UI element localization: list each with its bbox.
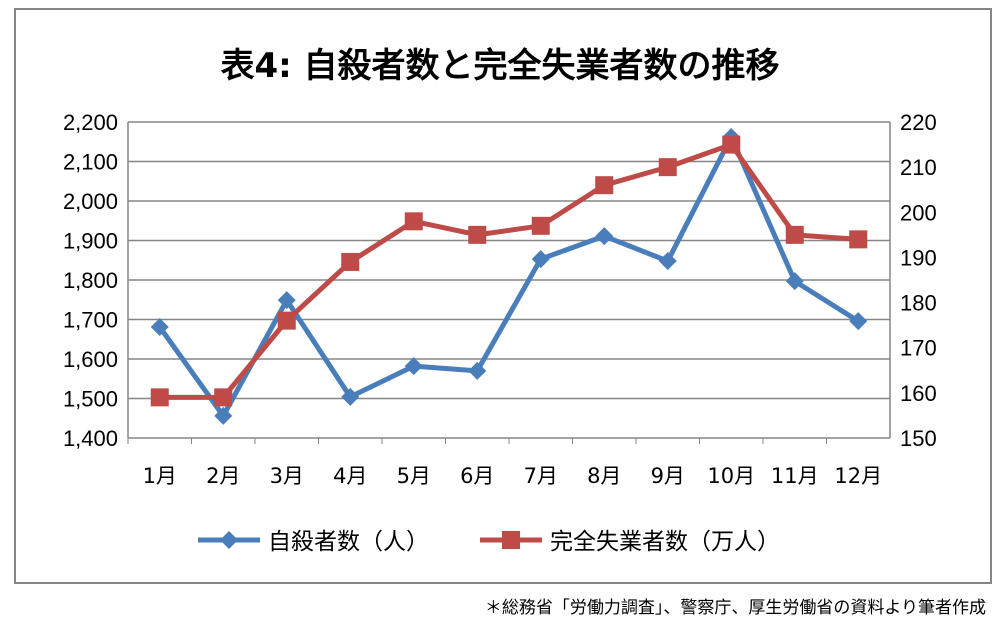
data-point-diamond <box>150 318 169 337</box>
data-point-diamond <box>849 312 868 331</box>
chart-frame <box>14 8 992 584</box>
series-line-1 <box>159 142 859 400</box>
data-point-square <box>214 388 233 407</box>
x-tick-label: 11月 <box>771 464 819 488</box>
x-tick-label: 8月 <box>587 464 621 488</box>
data-point-square <box>468 225 487 244</box>
x-tick-label: 2月 <box>206 464 240 488</box>
right-tick-label: 170 <box>900 336 937 361</box>
x-tick-label: 6月 <box>460 464 494 488</box>
data-point-square <box>722 135 741 154</box>
data-point-diamond <box>531 250 550 269</box>
data-point-square <box>849 230 868 249</box>
left-tick-label: 1,600 <box>63 347 118 372</box>
data-point-diamond <box>404 357 423 376</box>
data-point-diamond <box>277 291 296 310</box>
data-point-square <box>658 158 677 177</box>
data-point-diamond <box>468 361 487 380</box>
data-point-square <box>531 216 550 235</box>
x-tick-label: 10月 <box>707 464 755 488</box>
legend-label-0: 自殺者数（人） <box>268 529 429 555</box>
data-point-square <box>404 212 423 231</box>
right-tick-label: 220 <box>900 110 937 135</box>
x-tick-label: 3月 <box>270 464 304 488</box>
data-point-square <box>341 252 360 271</box>
x-tick-label: 7月 <box>524 464 558 488</box>
left-tick-label: 1,500 <box>63 387 118 412</box>
right-tick-label: 210 <box>900 155 937 180</box>
x-tick-label: 4月 <box>333 464 367 488</box>
right-tick-label: 180 <box>900 291 937 316</box>
data-point-diamond <box>595 227 614 246</box>
legend-marker-square <box>502 531 520 549</box>
right-tick-label: 160 <box>900 381 937 406</box>
data-point-square <box>277 311 296 330</box>
data-point-diamond <box>214 406 233 425</box>
right-tick-label: 190 <box>900 245 937 270</box>
left-tick-label: 1,900 <box>63 229 118 254</box>
x-tick-label: 9月 <box>651 464 685 488</box>
left-tick-label: 1,400 <box>63 426 118 451</box>
data-point-diamond <box>785 272 804 291</box>
left-tick-label: 2,100 <box>63 150 118 175</box>
left-tick-label: 2,200 <box>63 110 118 135</box>
right-tick-label: 150 <box>900 426 937 451</box>
legend-label-1: 完全失業者数（万人） <box>550 529 780 555</box>
left-tick-label: 1,800 <box>63 268 118 293</box>
data-point-square <box>785 225 804 244</box>
data-point-square <box>595 176 614 195</box>
left-tick-label: 1,700 <box>63 308 118 333</box>
x-tick-label: 5月 <box>397 464 431 488</box>
data-point-diamond <box>658 252 677 271</box>
x-tick-label: 1月 <box>143 464 177 488</box>
chart-title: 表4: 自殺者数と完全失業者数の推移 <box>220 46 780 86</box>
data-point-square <box>150 388 169 407</box>
data-point-diamond <box>341 387 360 406</box>
left-tick-label: 2,000 <box>63 189 118 214</box>
right-tick-label: 200 <box>900 200 937 225</box>
footnote: ＊総務省「労働力調査」、警察庁、厚生労働省の資料より筆者作成 <box>484 598 986 618</box>
legend-marker-diamond <box>220 531 238 549</box>
x-tick-label: 12月 <box>834 464 882 488</box>
